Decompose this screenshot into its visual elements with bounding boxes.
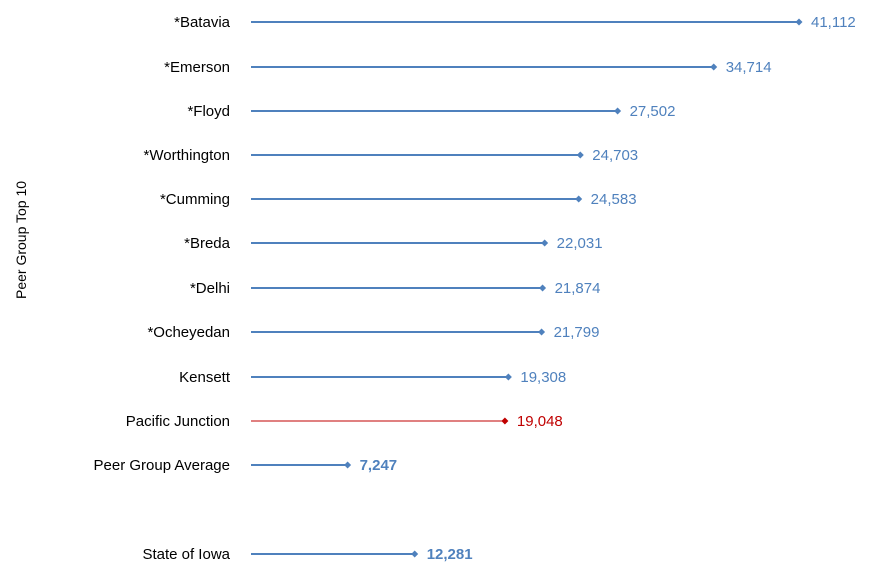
bar-end-marker	[504, 373, 512, 381]
value-label: 34,714	[726, 59, 772, 76]
category-label: *Emerson	[164, 59, 230, 76]
category-label: *Ocheyedan	[147, 324, 230, 341]
bar-end-marker	[541, 239, 549, 247]
category-label: Kensett	[179, 369, 231, 386]
category-label: Pacific Junction	[126, 413, 230, 430]
category-label: *Floyd	[187, 103, 230, 120]
value-label: 22,031	[557, 235, 603, 252]
value-label: 24,583	[591, 191, 637, 208]
value-label: 19,308	[520, 369, 566, 386]
value-label: 27,502	[630, 103, 676, 120]
bar-end-marker	[344, 461, 352, 469]
value-label: 24,703	[592, 147, 638, 164]
bar-end-marker	[538, 328, 546, 336]
bar-end-marker	[576, 151, 584, 159]
y-axis-title: Peer Group Top 10	[13, 181, 29, 299]
category-label: *Breda	[184, 235, 231, 252]
category-label: *Delhi	[190, 280, 230, 297]
chart-rows: *Batavia 41,112 *Emerson 34,714 *Floyd 27,502…	[94, 14, 856, 563]
bar-end-marker	[539, 284, 547, 292]
bar-end-marker	[575, 195, 583, 203]
bar-end-marker	[501, 417, 509, 425]
bar-end-marker	[795, 18, 803, 26]
bar-end-marker	[411, 550, 419, 558]
value-label: 19,048	[517, 413, 563, 430]
category-label: *Cumming	[160, 191, 230, 208]
value-label: 7,247	[360, 457, 398, 474]
category-label: *Worthington	[144, 147, 230, 164]
bar-end-marker	[710, 63, 718, 71]
value-label: 21,874	[555, 280, 601, 297]
category-label: State of Iowa	[142, 546, 230, 563]
category-label: *Batavia	[174, 14, 231, 31]
category-label: Peer Group Average	[94, 457, 230, 474]
value-label: 12,281	[427, 546, 473, 563]
value-label: 41,112	[811, 14, 856, 31]
value-label: 21,799	[554, 324, 600, 341]
bar-end-marker	[614, 107, 622, 115]
